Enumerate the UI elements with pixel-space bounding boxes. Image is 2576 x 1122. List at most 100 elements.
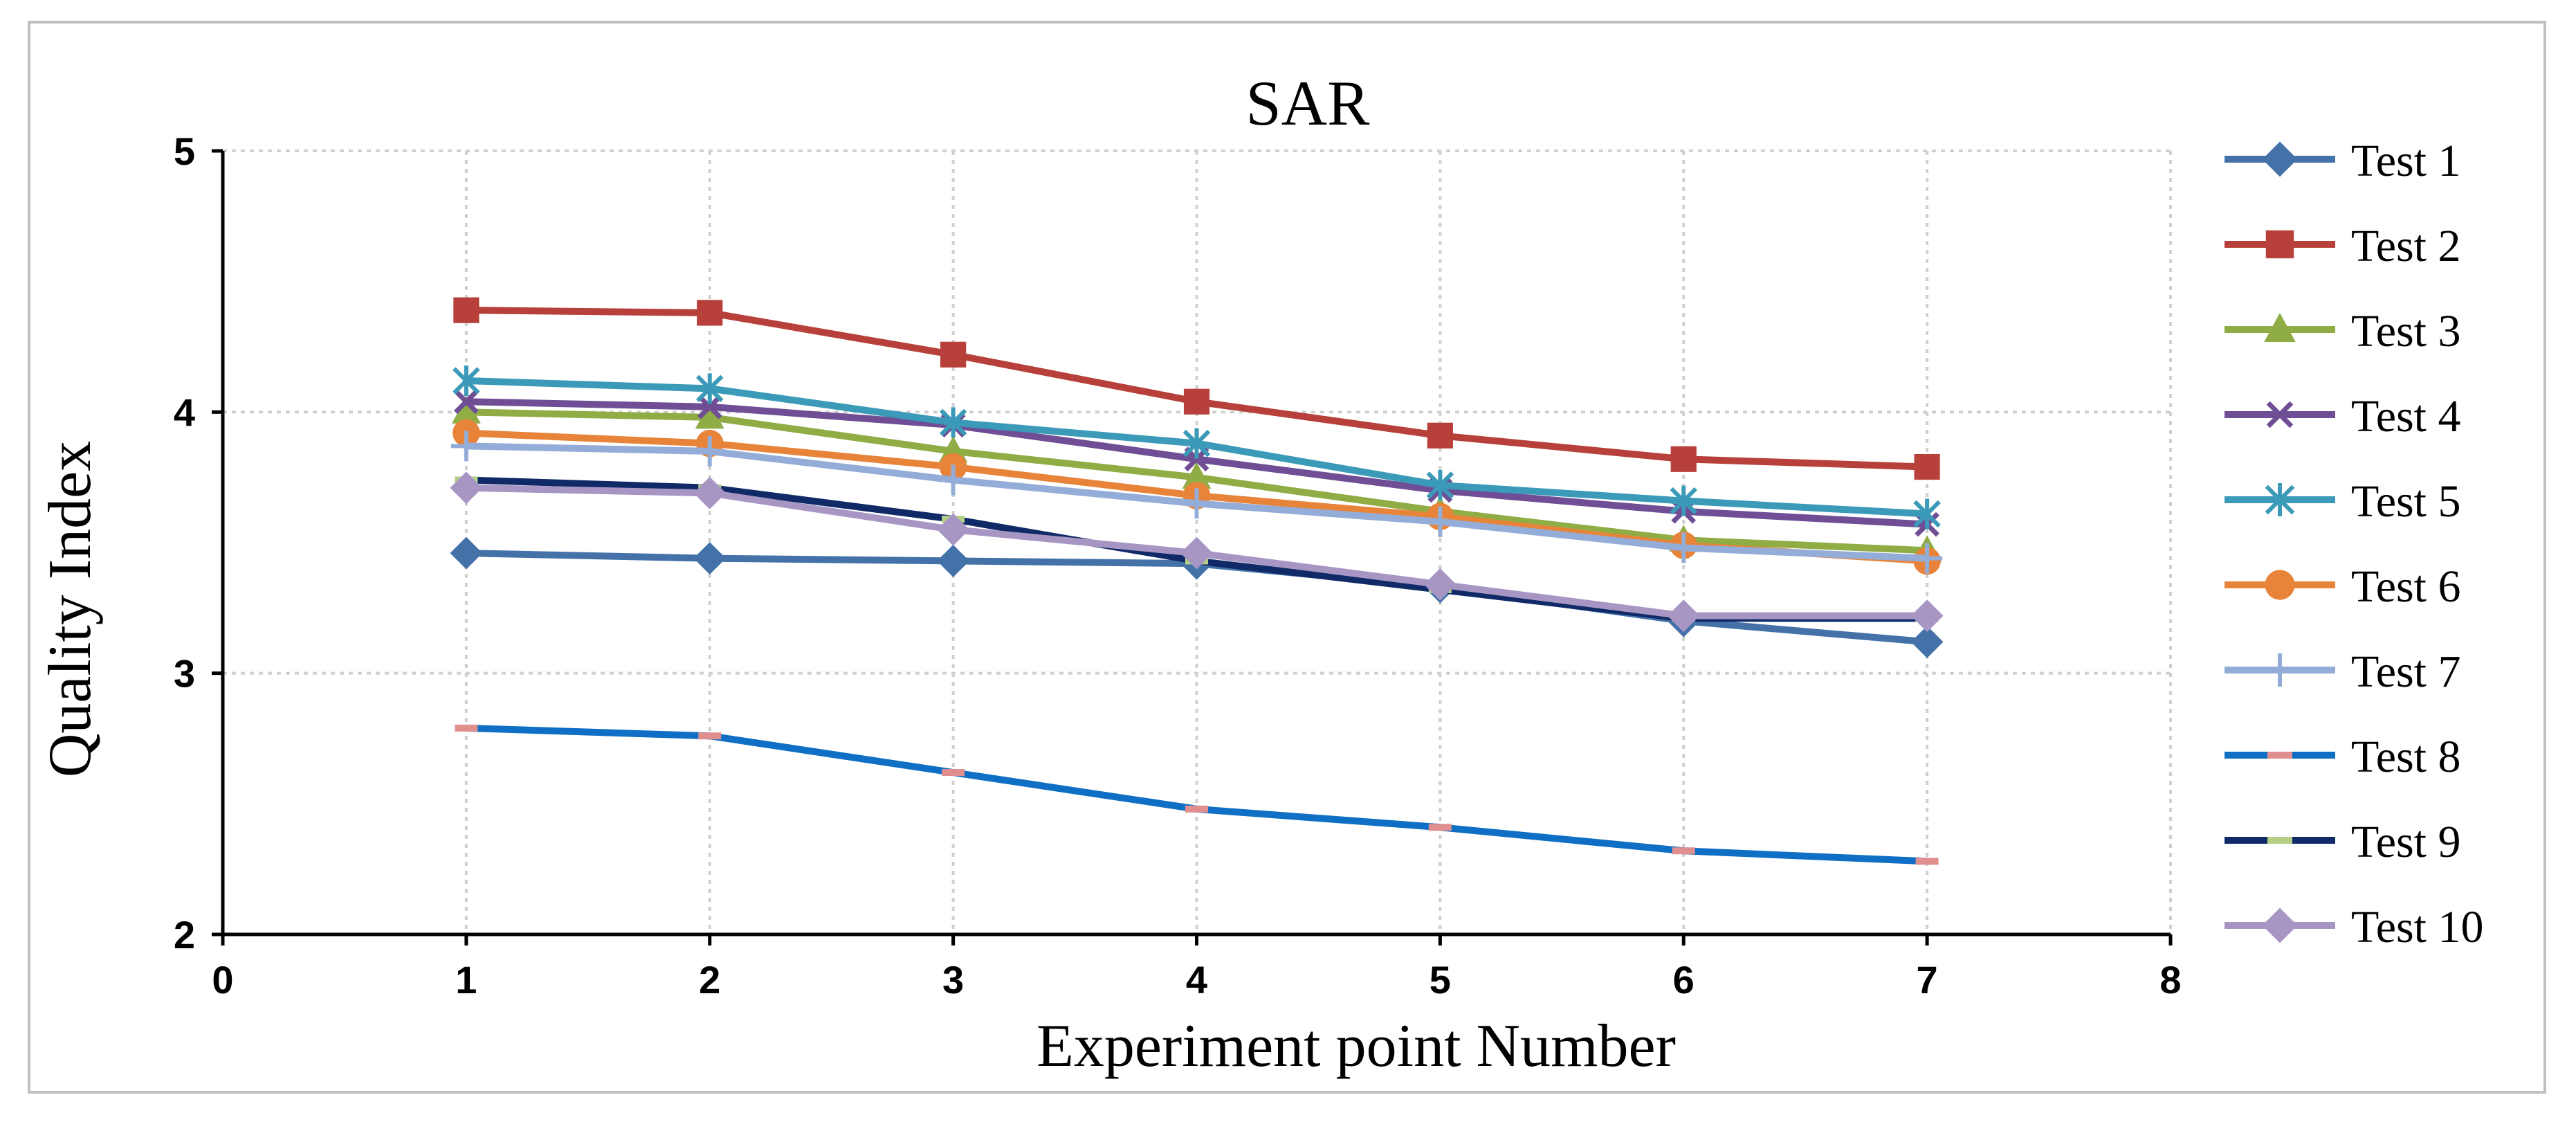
legend-label: Test 4 xyxy=(2351,391,2461,442)
legend-entry: Test 1 xyxy=(2225,136,2461,186)
legend-entry: Test 6 xyxy=(2225,561,2461,612)
x-tick-label: 6 xyxy=(1673,958,1695,1002)
data-point xyxy=(694,435,725,467)
legend-entry: Test 4 xyxy=(2225,391,2461,442)
data-point xyxy=(451,397,481,424)
data-point xyxy=(1670,446,1697,472)
data-point xyxy=(1426,469,1454,500)
legend-entry: Test 10 xyxy=(2225,902,2484,952)
y-tick-label: 4 xyxy=(174,390,195,434)
axes: 0 1 2 3 4 5 6 7 8 2 3 4 5 xyxy=(174,129,2182,1002)
legend-entry: Test 9 xyxy=(2225,817,2461,867)
legend-marker xyxy=(2267,752,2292,759)
legend-label: Test 6 xyxy=(2351,561,2461,612)
data-point xyxy=(1180,536,1213,570)
legend-label: Test 1 xyxy=(2351,136,2461,186)
x-tick-label: 4 xyxy=(1186,958,1207,1002)
data-point xyxy=(1427,422,1453,449)
legend-entry: Test 7 xyxy=(2225,646,2461,697)
legend-marker xyxy=(2262,141,2298,177)
x-tick-label: 2 xyxy=(699,958,720,1002)
y-axis-label: Quality Index xyxy=(37,441,104,777)
chart-frame xyxy=(28,21,2546,1094)
data-point xyxy=(453,365,480,397)
legend-marker xyxy=(2263,653,2296,687)
series-7 xyxy=(450,431,1943,574)
x-tick-label: 1 xyxy=(455,958,477,1002)
series-layer xyxy=(450,297,1944,865)
legend-entry: Test 2 xyxy=(2225,221,2461,271)
y-tick-label: 3 xyxy=(174,652,195,696)
data-point xyxy=(697,394,722,419)
data-point xyxy=(1423,568,1456,601)
data-point xyxy=(1428,824,1452,831)
series-10 xyxy=(450,471,1944,633)
x-tick-label: 5 xyxy=(1429,958,1451,1002)
data-point xyxy=(1183,388,1210,415)
data-point xyxy=(454,389,479,415)
legend-entry: Test 8 xyxy=(2225,732,2461,782)
legend-label: Test 3 xyxy=(2351,306,2461,356)
legend-entry: Test 3 xyxy=(2225,306,2461,356)
data-point xyxy=(1914,453,1940,480)
data-point xyxy=(1182,428,1211,459)
data-point xyxy=(940,341,967,368)
legend-label: Test 9 xyxy=(2351,817,2461,867)
data-point xyxy=(1672,847,1695,855)
data-point xyxy=(1185,805,1208,813)
legend: Test 1 Test 2 Test 3 Test 4 Test 5 Test 6 Test… xyxy=(2225,136,2484,952)
data-point xyxy=(698,732,722,740)
x-tick-label: 3 xyxy=(942,958,964,1002)
data-point xyxy=(1668,532,1699,563)
data-point xyxy=(455,724,478,732)
data-point xyxy=(1181,488,1212,519)
legend-label: Test 7 xyxy=(2351,646,2461,697)
series-5 xyxy=(453,365,1941,530)
data-point xyxy=(1912,543,1943,574)
x-tick-label: 7 xyxy=(1917,958,1938,1002)
data-point xyxy=(450,431,482,462)
data-point xyxy=(939,407,967,438)
data-point xyxy=(1910,625,1944,658)
data-point xyxy=(1182,462,1212,489)
data-point xyxy=(1667,599,1700,633)
legend-label: Test 10 xyxy=(2351,902,2484,952)
data-point xyxy=(450,471,483,505)
series-8 xyxy=(455,724,1939,865)
data-point xyxy=(1670,485,1697,516)
data-point xyxy=(693,542,727,575)
y-tick-label: 2 xyxy=(174,913,195,957)
legend-marker xyxy=(2265,570,2295,600)
legend-marker xyxy=(2266,401,2294,428)
data-point xyxy=(453,297,479,323)
data-point xyxy=(1913,498,1941,530)
y-tick-label: 5 xyxy=(174,129,195,173)
legend-marker xyxy=(2265,483,2295,516)
data-point xyxy=(1910,599,1944,633)
data-point xyxy=(942,769,965,777)
data-point xyxy=(1425,506,1456,537)
data-point xyxy=(938,464,969,496)
legend-marker xyxy=(2264,313,2296,342)
x-axis-label: Experiment point Number xyxy=(1036,1013,1676,1080)
data-point xyxy=(1915,858,1939,865)
legend-label: Test 8 xyxy=(2351,732,2461,782)
legend-marker xyxy=(2267,837,2292,844)
x-tick-label: 0 xyxy=(212,958,233,1002)
legend-marker xyxy=(2262,907,2298,943)
data-point xyxy=(693,476,727,509)
data-point xyxy=(695,401,724,429)
chart-title: SAR xyxy=(1246,68,1371,138)
data-point xyxy=(696,373,724,404)
legend-label: Test 2 xyxy=(2351,221,2461,271)
data-point xyxy=(697,300,723,326)
legend-entry: Test 5 xyxy=(2225,476,2461,527)
data-point xyxy=(450,536,483,570)
legend-label: Test 5 xyxy=(2351,476,2461,527)
legend-marker xyxy=(2265,230,2294,259)
data-point xyxy=(937,513,970,546)
data-point xyxy=(937,544,970,577)
series-2 xyxy=(453,297,1940,480)
x-tick-label: 8 xyxy=(2159,958,2181,1002)
